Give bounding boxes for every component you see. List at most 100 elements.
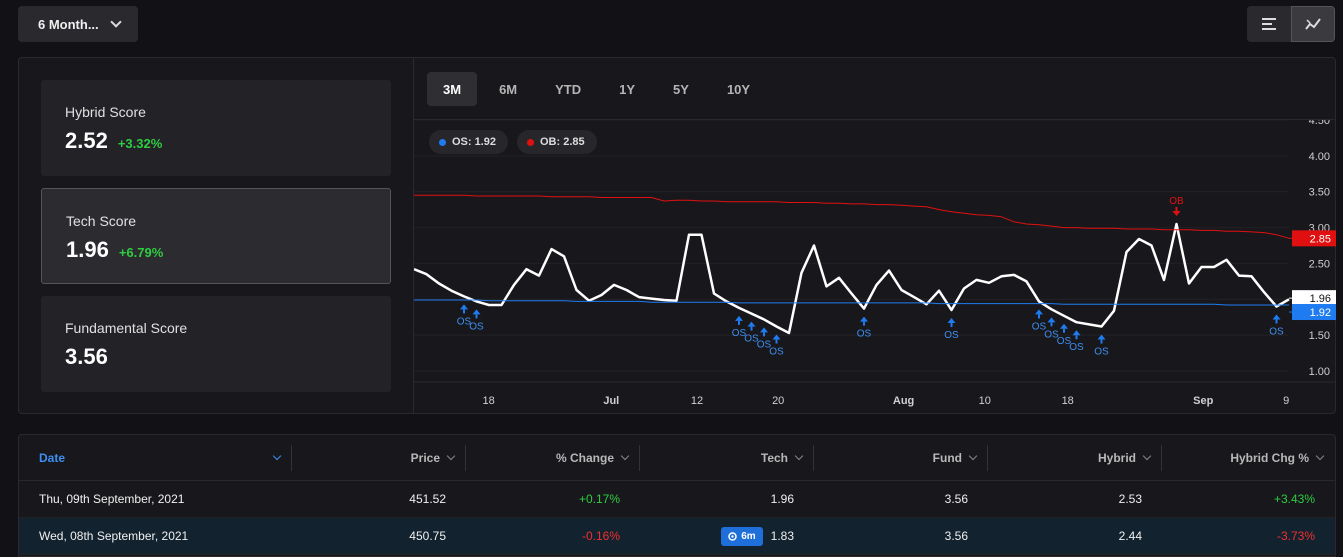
col-separator: [1161, 445, 1162, 471]
col-separator: [639, 445, 640, 471]
col-change[interactable]: % Change: [466, 435, 640, 481]
y-tick-label: 4.50: [1309, 120, 1330, 127]
col-separator: [291, 445, 292, 471]
range-tabs: 3M 6M YTD 1Y 5Y 10Y: [427, 72, 772, 106]
os-marker-stem: [1063, 328, 1065, 333]
os-marker-arrow: [760, 327, 768, 333]
os-marker-arrow: [747, 321, 756, 327]
period-dropdown[interactable]: 6 Month...: [18, 6, 138, 42]
chevron-down-icon: [110, 16, 122, 28]
col-price-label: Price: [410, 451, 440, 465]
os-marker-stem: [1050, 322, 1053, 327]
col-hybrid-chg[interactable]: Hybrid Chg %: [1162, 435, 1335, 481]
score-value: 2.52: [65, 128, 108, 153]
list-view-button[interactable]: [1247, 6, 1291, 42]
col-separator: [987, 445, 988, 471]
os-marker-arrow: [1272, 314, 1281, 320]
tab-3m[interactable]: 3M: [427, 72, 478, 106]
chevron-down-icon: [272, 451, 282, 461]
score-change: +6.79%: [118, 245, 164, 260]
os-marker-stem: [750, 326, 753, 331]
x-tick-label: 18: [1062, 395, 1074, 407]
value-tag: [1292, 304, 1336, 321]
col-date-label: Date: [39, 451, 66, 465]
cell-date: Wed, 08th September, 2021: [39, 529, 189, 543]
os-marker-stem: [775, 339, 778, 344]
x-tick-label: Jul: [603, 395, 619, 407]
os-marker-stem: [475, 314, 478, 319]
os-marker-label: OS: [1069, 342, 1084, 353]
tab-1y[interactable]: 1Y: [619, 81, 636, 97]
col-separator: [813, 445, 814, 471]
os-marker-label: OS: [1269, 326, 1284, 337]
tab-ytd[interactable]: YTD: [555, 81, 582, 97]
chevron-down-icon: [620, 451, 630, 461]
tab-10y[interactable]: 10Y: [726, 81, 751, 97]
os-marker-label: OS: [857, 329, 872, 340]
ob-dot-icon: [527, 138, 534, 146]
x-tick-label: 18: [483, 395, 495, 407]
os-marker-arrow: [1072, 330, 1081, 336]
os-marker-arrow: [735, 315, 743, 321]
tab-6m[interactable]: 6M: [499, 81, 518, 97]
legend-ob[interactable]: OB: 2.85: [517, 130, 597, 154]
table-row[interactable]: Wed, 08th September, 2021 450.75 -0.16% …: [19, 518, 1335, 555]
chevron-down-icon: [1142, 451, 1152, 461]
os-marker-label: OS: [732, 328, 747, 339]
cell-change: -0.16%: [581, 529, 620, 543]
x-tick-label: 9: [1283, 395, 1289, 407]
cell-tech-value: 1.83: [770, 529, 794, 543]
col-fund[interactable]: Fund: [814, 435, 988, 481]
y-tick-label: 1.50: [1309, 330, 1330, 342]
view-toggle: [1247, 6, 1335, 42]
value-tag: [1292, 230, 1336, 247]
os-marker-arrow: [947, 318, 956, 324]
series-line-ob: [414, 194, 1290, 239]
period-dropdown-label: 6 Month...: [38, 16, 99, 32]
os-marker-arrow: [460, 304, 468, 310]
score-cards: Hybrid Score 2.52 +3.32% Tech Score 1.96…: [41, 80, 391, 404]
tech-signal-badge[interactable]: 6m: [721, 526, 763, 546]
table-header: Date Price % Change Tech Fund Hybrid: [19, 435, 1335, 481]
os-marker-stem: [738, 320, 740, 325]
col-tech[interactable]: Tech: [640, 435, 814, 481]
col-hybrid[interactable]: Hybrid: [988, 435, 1162, 481]
os-marker-arrow: [1060, 323, 1068, 329]
hybrid-score-card[interactable]: Hybrid Score 2.52 +3.32%: [41, 80, 391, 176]
tab-5y[interactable]: 5Y: [673, 81, 689, 97]
score-value: 3.56: [65, 344, 108, 369]
ob-marker-label: OB: [1169, 196, 1184, 207]
os-marker-stem: [1100, 339, 1103, 344]
chart-icon: [1305, 18, 1321, 30]
legend-os[interactable]: OS: 1.92: [429, 130, 509, 154]
cell-change: +0.17%: [578, 492, 620, 506]
fundamental-score-card[interactable]: Fundamental Score 3.56: [41, 296, 391, 392]
table-row[interactable]: Thu, 09th September, 2021 451.52 +0.17% …: [19, 481, 1335, 518]
score-label: Fundamental Score: [65, 320, 188, 336]
score-line-chart[interactable]: 4.504.003.503.002.502.001.501.0018Jul122…: [414, 120, 1336, 413]
col-price[interactable]: Price: [292, 435, 466, 481]
os-marker-label: OS: [1094, 347, 1109, 358]
cell-tech: 6m 1.83: [640, 518, 814, 555]
os-marker-label: OS: [1057, 336, 1072, 347]
col-change-label: % Change: [555, 451, 614, 465]
col-date[interactable]: Date: [19, 435, 292, 481]
x-tick-label: Sep: [1193, 395, 1213, 407]
os-dot-icon: [439, 138, 446, 146]
cell-hybrid: 2.53: [1118, 492, 1142, 506]
col-fund-label: Fund: [932, 451, 962, 465]
os-marker-stem: [950, 323, 953, 328]
col-hybrid-chg-label: Hybrid Chg %: [1230, 451, 1309, 465]
series-line-tech: [414, 222, 1290, 335]
chart-view-button[interactable]: [1291, 6, 1335, 42]
os-marker-arrow: [472, 309, 481, 315]
tech-score-card[interactable]: Tech Score 1.96 +6.79%: [41, 188, 391, 284]
snowflake-icon: [728, 531, 737, 541]
series-line-os: [414, 299, 1289, 306]
os-marker-stem: [1075, 335, 1078, 340]
os-marker-arrow: [772, 334, 781, 340]
cell-price: 451.52: [409, 492, 446, 506]
cell-hybrid-chg: +3.43%: [1273, 492, 1315, 506]
os-marker-label: OS: [757, 339, 772, 350]
os-marker-stem: [863, 321, 865, 326]
